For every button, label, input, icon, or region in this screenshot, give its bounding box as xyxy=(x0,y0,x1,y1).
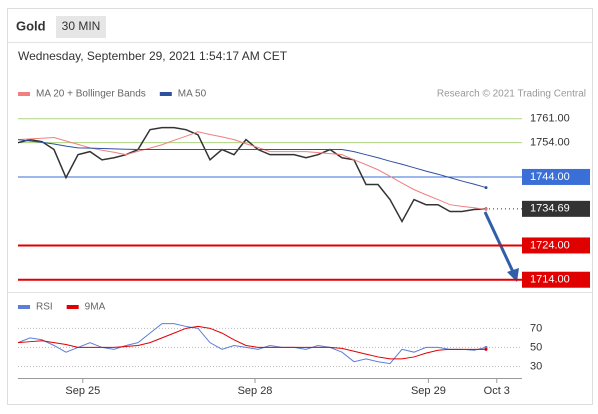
legend-swatch xyxy=(159,92,172,96)
last-point xyxy=(484,207,488,211)
y-tick-label: 1724.00 xyxy=(530,239,570,251)
level-label-box xyxy=(522,271,590,288)
y-tick-label: 30 xyxy=(530,360,542,372)
interval-tab[interactable] xyxy=(56,16,106,38)
series-line xyxy=(17,323,487,365)
subtitle: Wednesday, September 29, 2021 1:54:17 AM… xyxy=(18,49,288,63)
legend-swatch xyxy=(18,305,30,309)
level-label-box xyxy=(522,200,590,217)
projection-arrowhead xyxy=(507,268,519,282)
level-label-box xyxy=(522,168,590,185)
y-tick-label: 1761.00 xyxy=(530,113,570,125)
legend-swatch xyxy=(18,92,30,96)
interval[interactable]: 30 MIN xyxy=(62,19,101,33)
y-tick-label: 1744.00 xyxy=(530,171,570,183)
series-line xyxy=(17,325,486,360)
note: Research © 2021 Trading Central xyxy=(437,89,586,100)
y-tick-label: 70 xyxy=(530,322,542,334)
series-line xyxy=(17,126,487,224)
series-line xyxy=(17,131,487,210)
x-tick-label: Sep 29 xyxy=(411,385,446,397)
legend-label: MA 20 + Bollinger Bands xyxy=(36,89,146,100)
y-tick-label: 50 xyxy=(530,341,542,353)
legend-swatch xyxy=(66,305,79,309)
legend-label: 9MA xyxy=(85,302,106,313)
x-tick-label: Oct 3 xyxy=(484,385,510,397)
legend-label: MA 50 xyxy=(178,89,207,100)
y-tick-label: 1754.00 xyxy=(530,137,570,149)
y-tick-label: 1734.69 xyxy=(530,203,570,215)
y-tick-label: 1714.00 xyxy=(530,274,570,286)
x-tick-label: Sep 28 xyxy=(238,385,273,397)
level-label-box xyxy=(522,237,590,254)
projection-arrow xyxy=(483,211,516,275)
panel xyxy=(7,8,593,405)
last-point xyxy=(484,186,488,190)
chart-title: Gold xyxy=(16,18,46,33)
legend-label: RSI xyxy=(36,302,53,313)
x-tick-label: Sep 25 xyxy=(65,385,100,397)
series-line xyxy=(17,139,487,189)
last-point xyxy=(484,347,488,351)
